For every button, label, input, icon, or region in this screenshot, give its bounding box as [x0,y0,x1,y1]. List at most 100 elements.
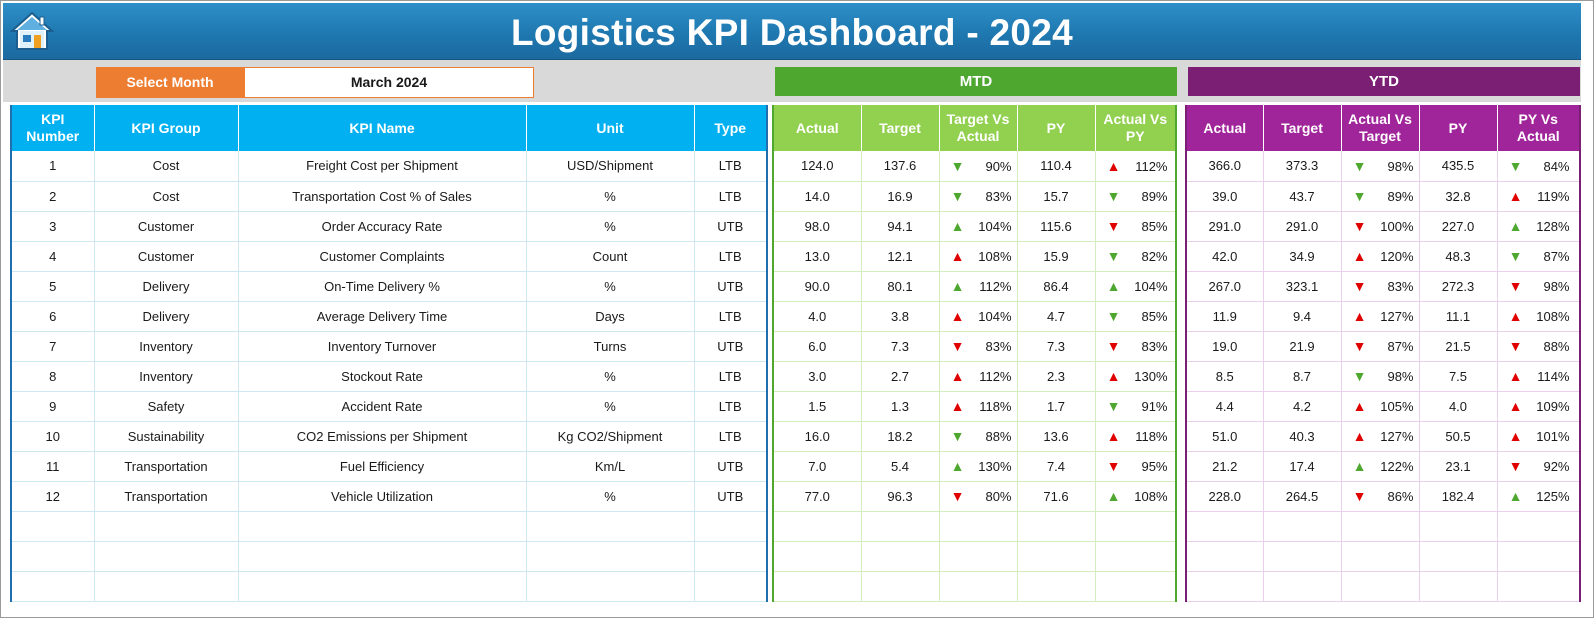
empty-cell [526,541,695,572]
kpi-unit: USD/Shipment [526,151,695,182]
ytd-target: 21.9 [1263,331,1342,362]
mtd-target: 80.1 [861,271,940,302]
kpi-group: Customer [94,241,239,272]
percent-value: 85% [1141,309,1168,324]
table-row: 42.0 34.9 ▲ 120% 48.3 ▼ 87% [1187,241,1579,272]
ytd-actual-vs-target: ▲ 120% [1341,241,1420,272]
ytd-actual: 291.0 [1187,211,1264,242]
ytd-actual: 51.0 [1187,421,1264,452]
empty-cell [1017,541,1096,572]
ytd-actual: 39.0 [1187,181,1264,212]
kpi-number: 11 [12,451,95,482]
mtd-actual: 7.0 [774,451,862,482]
ytd-actual-vs-target: ▼ 86% [1341,481,1420,512]
table-row: 13.0 12.1 ▲ 108% 15.9 ▼ 82% [774,241,1175,272]
table-row: 6.0 7.3 ▼ 83% 7.3 ▼ 83% [774,331,1175,362]
arrow-up-icon: ▲ [1352,398,1367,414]
kpi-info-table: KPI Number KPI Group KPI Name Unit Type … [10,105,768,602]
ytd-actual-vs-target: ▼ 89% [1341,181,1420,212]
col-ytd-actual-vs-target: Actual Vs Target [1341,105,1420,151]
table-row: 6 Delivery Average Delivery Time Days LTB [12,301,766,332]
kpi-unit: Count [526,241,695,272]
arrow-down-icon: ▼ [950,188,965,204]
ytd-actual: 8.5 [1187,361,1264,392]
ytd-actual-vs-target: ▼ 98% [1341,361,1420,392]
empty-cell [1341,511,1420,542]
col-kpi-number: KPI Number [12,105,95,151]
mtd-table: Actual Target Target Vs Actual PY Actual… [772,105,1177,602]
month-selector[interactable]: March 2024 [244,67,534,98]
empty-cell [694,571,766,602]
mtd-actual: 6.0 [774,331,862,362]
mtd-actual: 124.0 [774,151,862,182]
table-row: 98.0 94.1 ▲ 104% 115.6 ▼ 85% [774,211,1175,242]
kpi-type: LTB [694,361,766,392]
percent-value: 87% [1387,339,1414,354]
empty-row [12,541,766,572]
mtd-section-header: MTD [775,67,1177,96]
percent-value: 90% [985,158,1012,174]
kpi-unit: % [526,211,695,242]
ytd-target: 4.2 [1263,391,1342,422]
table-row: 14.0 16.9 ▼ 83% 15.7 ▼ 89% [774,181,1175,212]
table-row: 21.2 17.4 ▲ 122% 23.1 ▼ 92% [1187,451,1579,482]
arrow-down-icon: ▼ [1352,368,1367,384]
home-icon[interactable] [9,9,55,53]
percent-value: 80% [985,489,1012,504]
empty-cell [774,541,862,572]
kpi-group: Safety [94,391,239,422]
col-mtd-py: PY [1017,105,1096,151]
percent-value: 95% [1141,459,1168,474]
select-month-label: Select Month [96,67,244,98]
table-row: 8.5 8.7 ▼ 98% 7.5 ▲ 114% [1187,361,1579,392]
empty-cell [94,571,239,602]
empty-row [12,571,766,602]
kpi-group: Cost [94,181,239,212]
mtd-target-vs-actual: ▲ 118% [939,391,1018,422]
kpi-name: CO2 Emissions per Shipment [238,421,527,452]
col-ytd-py: PY [1419,105,1498,151]
arrow-up-icon: ▲ [950,368,965,384]
table-row: 39.0 43.7 ▼ 89% 32.8 ▲ 119% [1187,181,1579,212]
kpi-name: Customer Complaints [238,241,527,272]
col-mtd-actual-vs-py: Actual Vs PY [1095,105,1175,151]
arrow-down-icon: ▼ [950,338,965,354]
mtd-actual-vs-py: ▼ 89% [1095,181,1175,212]
mtd-target-vs-actual: ▼ 88% [939,421,1018,452]
kpi-unit: Kg CO2/Shipment [526,421,695,452]
kpi-name: On-Time Delivery % [238,271,527,302]
mtd-target-vs-actual: ▼ 90% [939,151,1018,182]
percent-value: 101% [1536,429,1570,444]
percent-value: 118% [979,399,1012,414]
mtd-py: 86.4 [1017,271,1096,302]
table-row: 124.0 137.6 ▼ 90% 110.4 ▲ 112% [774,151,1175,182]
empty-cell [1095,511,1175,542]
kpi-number: 4 [12,241,95,272]
percent-value: 84% [1543,158,1570,174]
empty-cell [694,541,766,572]
ytd-py-vs-actual: ▲ 125% [1497,481,1579,512]
ytd-actual-vs-target: ▲ 127% [1341,421,1420,452]
ytd-py: 48.3 [1419,241,1498,272]
ytd-py: 32.8 [1419,181,1498,212]
kpi-name: Stockout Rate [238,361,527,392]
table-row: 4.0 3.8 ▲ 104% 4.7 ▼ 85% [774,301,1175,332]
empty-cell [1341,541,1420,572]
ytd-actual: 228.0 [1187,481,1264,512]
table-row: 1.5 1.3 ▲ 118% 1.7 ▼ 91% [774,391,1175,422]
ytd-py-vs-actual: ▼ 88% [1497,331,1579,362]
percent-value: 118% [1135,429,1168,444]
mtd-target: 137.6 [861,151,940,182]
empty-cell [1187,511,1264,542]
ytd-actual-vs-target: ▼ 87% [1341,331,1420,362]
ytd-py: 21.5 [1419,331,1498,362]
ytd-target: 8.7 [1263,361,1342,392]
kpi-number: 1 [12,151,95,182]
empty-cell [1341,571,1420,602]
table-row: 5 Delivery On-Time Delivery %% UTB [12,271,766,302]
empty-cell [94,511,239,542]
kpi-group: Inventory [94,361,239,392]
ytd-py: 50.5 [1419,421,1498,452]
arrow-up-icon: ▲ [1508,428,1523,444]
kpi-unit: Turns [526,331,695,362]
